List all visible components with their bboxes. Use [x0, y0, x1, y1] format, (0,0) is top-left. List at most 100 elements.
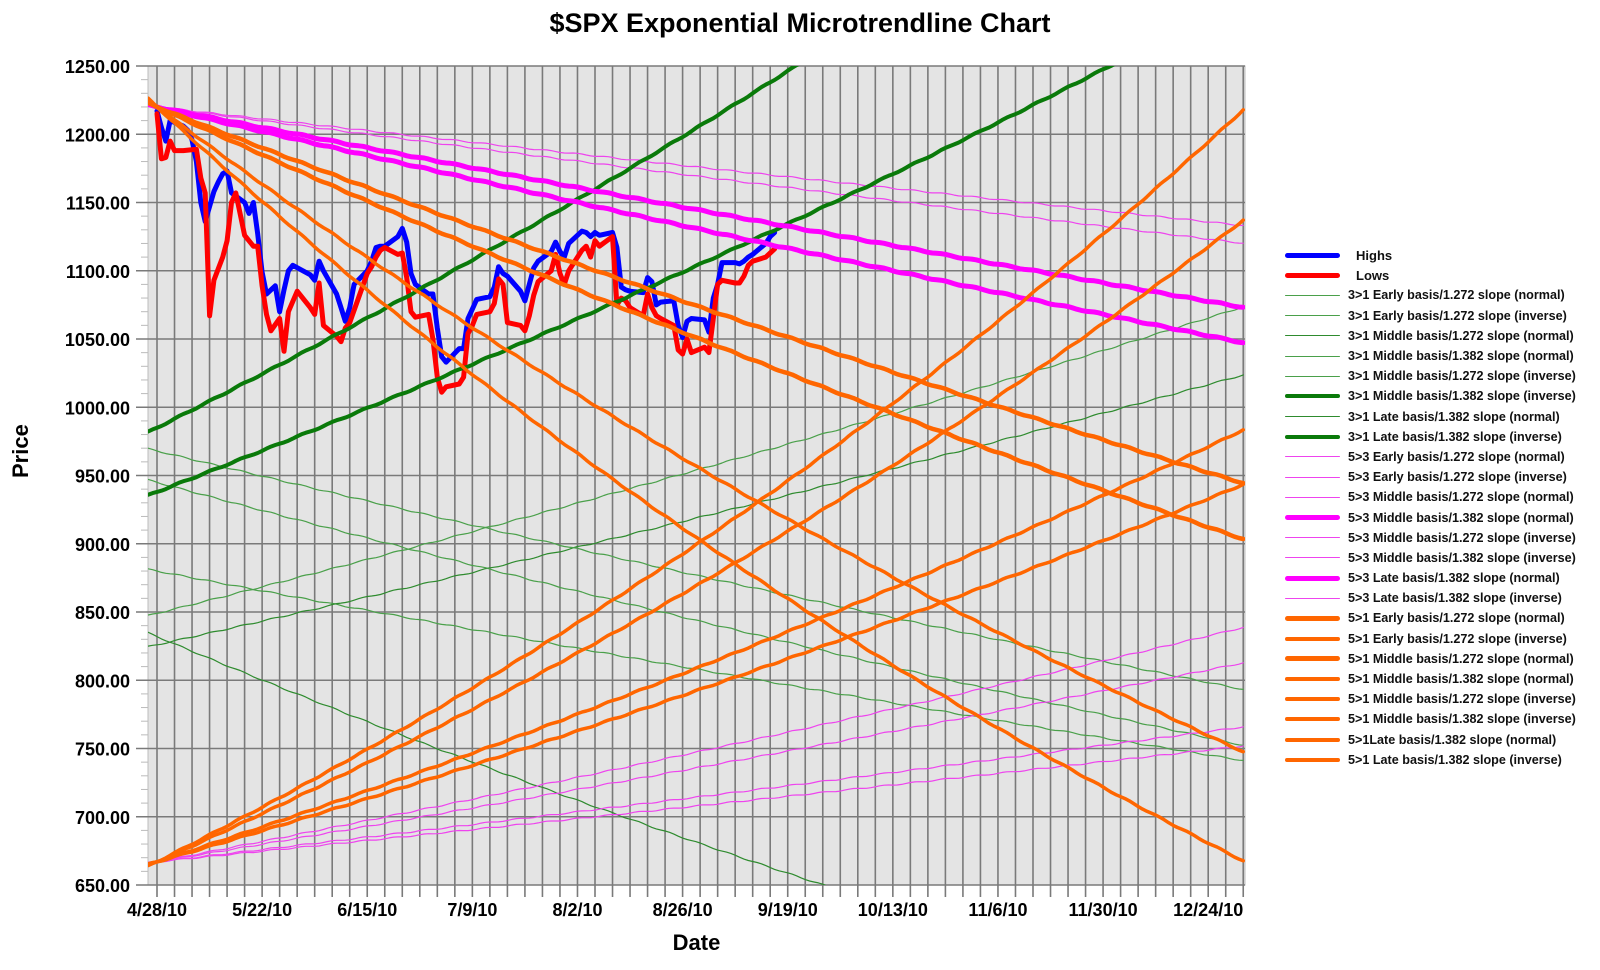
series-line — [148, 306, 1244, 616]
legend-item: 5>1 Early basis/1.272 slope (normal) — [1285, 608, 1576, 628]
legend-label: 5>3 Early basis/1.272 slope (normal) — [1348, 449, 1565, 464]
legend-label: 5>3 Middle basis/1.272 slope (inverse) — [1348, 530, 1576, 545]
legend-item: 5>1 Middle basis/1.382 slope (inverse) — [1285, 709, 1576, 729]
legend-item: 3>1 Middle basis/1.272 slope (normal) — [1285, 326, 1576, 346]
legend-item: 3>1 Middle basis/1.382 slope (inverse) — [1285, 386, 1576, 406]
series-line — [148, 104, 1244, 244]
legend-label: 5>1 Early basis/1.272 slope (inverse) — [1348, 631, 1567, 646]
series-line — [148, 100, 1245, 542]
y-tick-label: 900.00 — [75, 535, 130, 555]
series-line — [148, 96, 1245, 863]
series-line — [148, 101, 1245, 346]
legend-swatch-icon — [1285, 294, 1340, 296]
y-tick-label: 1100.00 — [66, 262, 130, 282]
series-line — [148, 482, 1245, 866]
legend-label: 5>3 Late basis/1.382 slope (normal) — [1348, 571, 1560, 586]
legend-label: 5>3 Middle basis/1.382 slope (normal) — [1348, 510, 1574, 525]
y-tick-label: 1200.00 — [65, 125, 130, 145]
legend-label: 3>1 Middle basis/1.382 slope (normal) — [1348, 349, 1574, 364]
x-tick-label: 6/15/10 — [337, 900, 397, 920]
legend-item: 5>3 Late basis/1.382 slope (normal) — [1285, 568, 1576, 588]
legend-swatch-icon — [1285, 434, 1340, 439]
legend-swatch-icon — [1285, 394, 1340, 399]
legend-swatch-icon — [1285, 615, 1340, 621]
legend-label: 5>1 Middle basis/1.382 slope (normal) — [1348, 672, 1574, 687]
legend-item: 5>3 Middle basis/1.382 slope (inverse) — [1285, 548, 1576, 568]
legend-swatch-icon — [1285, 717, 1340, 722]
series-line — [154, 111, 778, 395]
y-tick-label: 850.00 — [75, 603, 130, 623]
legend-label: 3>1 Middle basis/1.272 slope (normal) — [1348, 328, 1574, 343]
series-line — [148, 66, 800, 434]
legend-label: 3>1 Early basis/1.272 slope (normal) — [1348, 288, 1565, 303]
legend-label: 3>1 Late basis/1.382 slope (normal) — [1348, 409, 1560, 424]
legend-swatch-icon — [1285, 597, 1340, 599]
x-axis-label: Date — [672, 930, 721, 955]
series-line — [148, 98, 1245, 754]
chart-title: $SPX Exponential Microtrendline Chart — [549, 8, 1051, 38]
legend-swatch-icon — [1285, 575, 1340, 581]
series-line — [148, 662, 1244, 864]
legend-swatch-icon — [1285, 697, 1340, 702]
legend-label: 5>3 Middle basis/1.272 slope (normal) — [1348, 490, 1574, 505]
legend-label: 5>3 Middle basis/1.382 slope (inverse) — [1348, 550, 1576, 565]
legend-item: 5>3 Late basis/1.382 slope (inverse) — [1285, 588, 1576, 608]
legend-item: 5>1 Late basis/1.382 slope (inverse) — [1285, 750, 1576, 770]
legend-item: 5>1 Middle basis/1.272 slope (inverse) — [1285, 689, 1576, 709]
x-tick-label: 5/22/10 — [232, 900, 292, 920]
legend-swatch-icon — [1285, 355, 1340, 357]
x-tick-label: 4/28/10 — [127, 900, 187, 920]
legend-swatch-icon — [1285, 315, 1340, 317]
y-tick-label: 800.00 — [75, 671, 130, 691]
legend-item: 5>3 Middle basis/1.272 slope (normal) — [1285, 487, 1576, 507]
legend-item: 3>1 Late basis/1.382 slope (inverse) — [1285, 427, 1576, 447]
legend-swatch-icon — [1285, 757, 1340, 762]
series-line — [148, 108, 1245, 868]
legend-label: 3>1 Late basis/1.382 slope (inverse) — [1348, 429, 1562, 444]
series-line — [148, 428, 1245, 866]
y-axis-ticks: 1250.00 1200.00 1150.00 1100.00 1050.00 1000.… — [65, 57, 130, 896]
legend-swatch-icon — [1285, 375, 1340, 377]
x-axis-ticks: 4/28/10 5/22/10 6/15/10 7/9/10 8/2/10 8/26/10… — [127, 900, 1243, 920]
legend-swatch-icon — [1285, 656, 1340, 662]
legend-label: Lows — [1356, 267, 1390, 283]
legend-item: 3>1 Early basis/1.272 slope (inverse) — [1285, 306, 1576, 326]
legend-swatch-icon — [1285, 335, 1340, 337]
legend-label: 5>1Late basis/1.382 slope (normal) — [1348, 732, 1557, 747]
legend-item: 3>1 Middle basis/1.382 slope (normal) — [1285, 346, 1576, 366]
series-line — [148, 631, 827, 885]
y-tick-label: 650.00 — [75, 876, 130, 896]
legend-swatch-icon — [1285, 456, 1340, 458]
y-tick-label: 700.00 — [75, 808, 130, 828]
legend-swatch-icon — [1285, 496, 1340, 498]
legend-item: 5>1 Middle basis/1.272 slope (normal) — [1285, 649, 1576, 669]
x-tick-label: 11/6/10 — [968, 900, 1027, 920]
legend-label: 5>3 Late basis/1.382 slope (inverse) — [1348, 591, 1562, 606]
legend-label: 3>1 Middle basis/1.272 slope (inverse) — [1348, 369, 1576, 384]
series-line — [148, 726, 1244, 863]
series-line — [148, 100, 1245, 486]
legend-swatch-icon — [1285, 416, 1340, 418]
legend-swatch-icon — [1285, 252, 1340, 258]
legend-swatch-icon — [1285, 537, 1340, 539]
y-tick-label: 1250.00 — [65, 57, 130, 77]
legend-item: 5>3 Middle basis/1.382 slope (normal) — [1285, 507, 1576, 527]
x-tick-label: 10/13/10 — [858, 900, 928, 920]
legend-item: 5>3 Middle basis/1.272 slope (inverse) — [1285, 528, 1576, 548]
series-line — [148, 218, 1245, 867]
legend-label: Highs — [1356, 247, 1393, 263]
y-tick-label: 1050.00 — [65, 330, 130, 350]
series-line — [148, 626, 1244, 864]
legend-item: 5>3 Early basis/1.272 slope (inverse) — [1285, 467, 1576, 487]
y-tick-label: 750.00 — [75, 740, 130, 760]
x-tick-label: 12/24/10 — [1173, 900, 1243, 920]
legend-item: 3>1 Late basis/1.382 slope (normal) — [1285, 407, 1576, 427]
series-lines — [148, 66, 1245, 885]
series-line — [148, 745, 1244, 863]
x-tick-label: 8/26/10 — [653, 900, 713, 920]
x-tick-label: 11/30/10 — [1069, 900, 1138, 920]
legend-label: 5>1 Middle basis/1.272 slope (inverse) — [1348, 692, 1576, 707]
legend-swatch-icon — [1285, 515, 1340, 521]
legend-label: 5>1 Early basis/1.272 slope (normal) — [1348, 611, 1565, 626]
